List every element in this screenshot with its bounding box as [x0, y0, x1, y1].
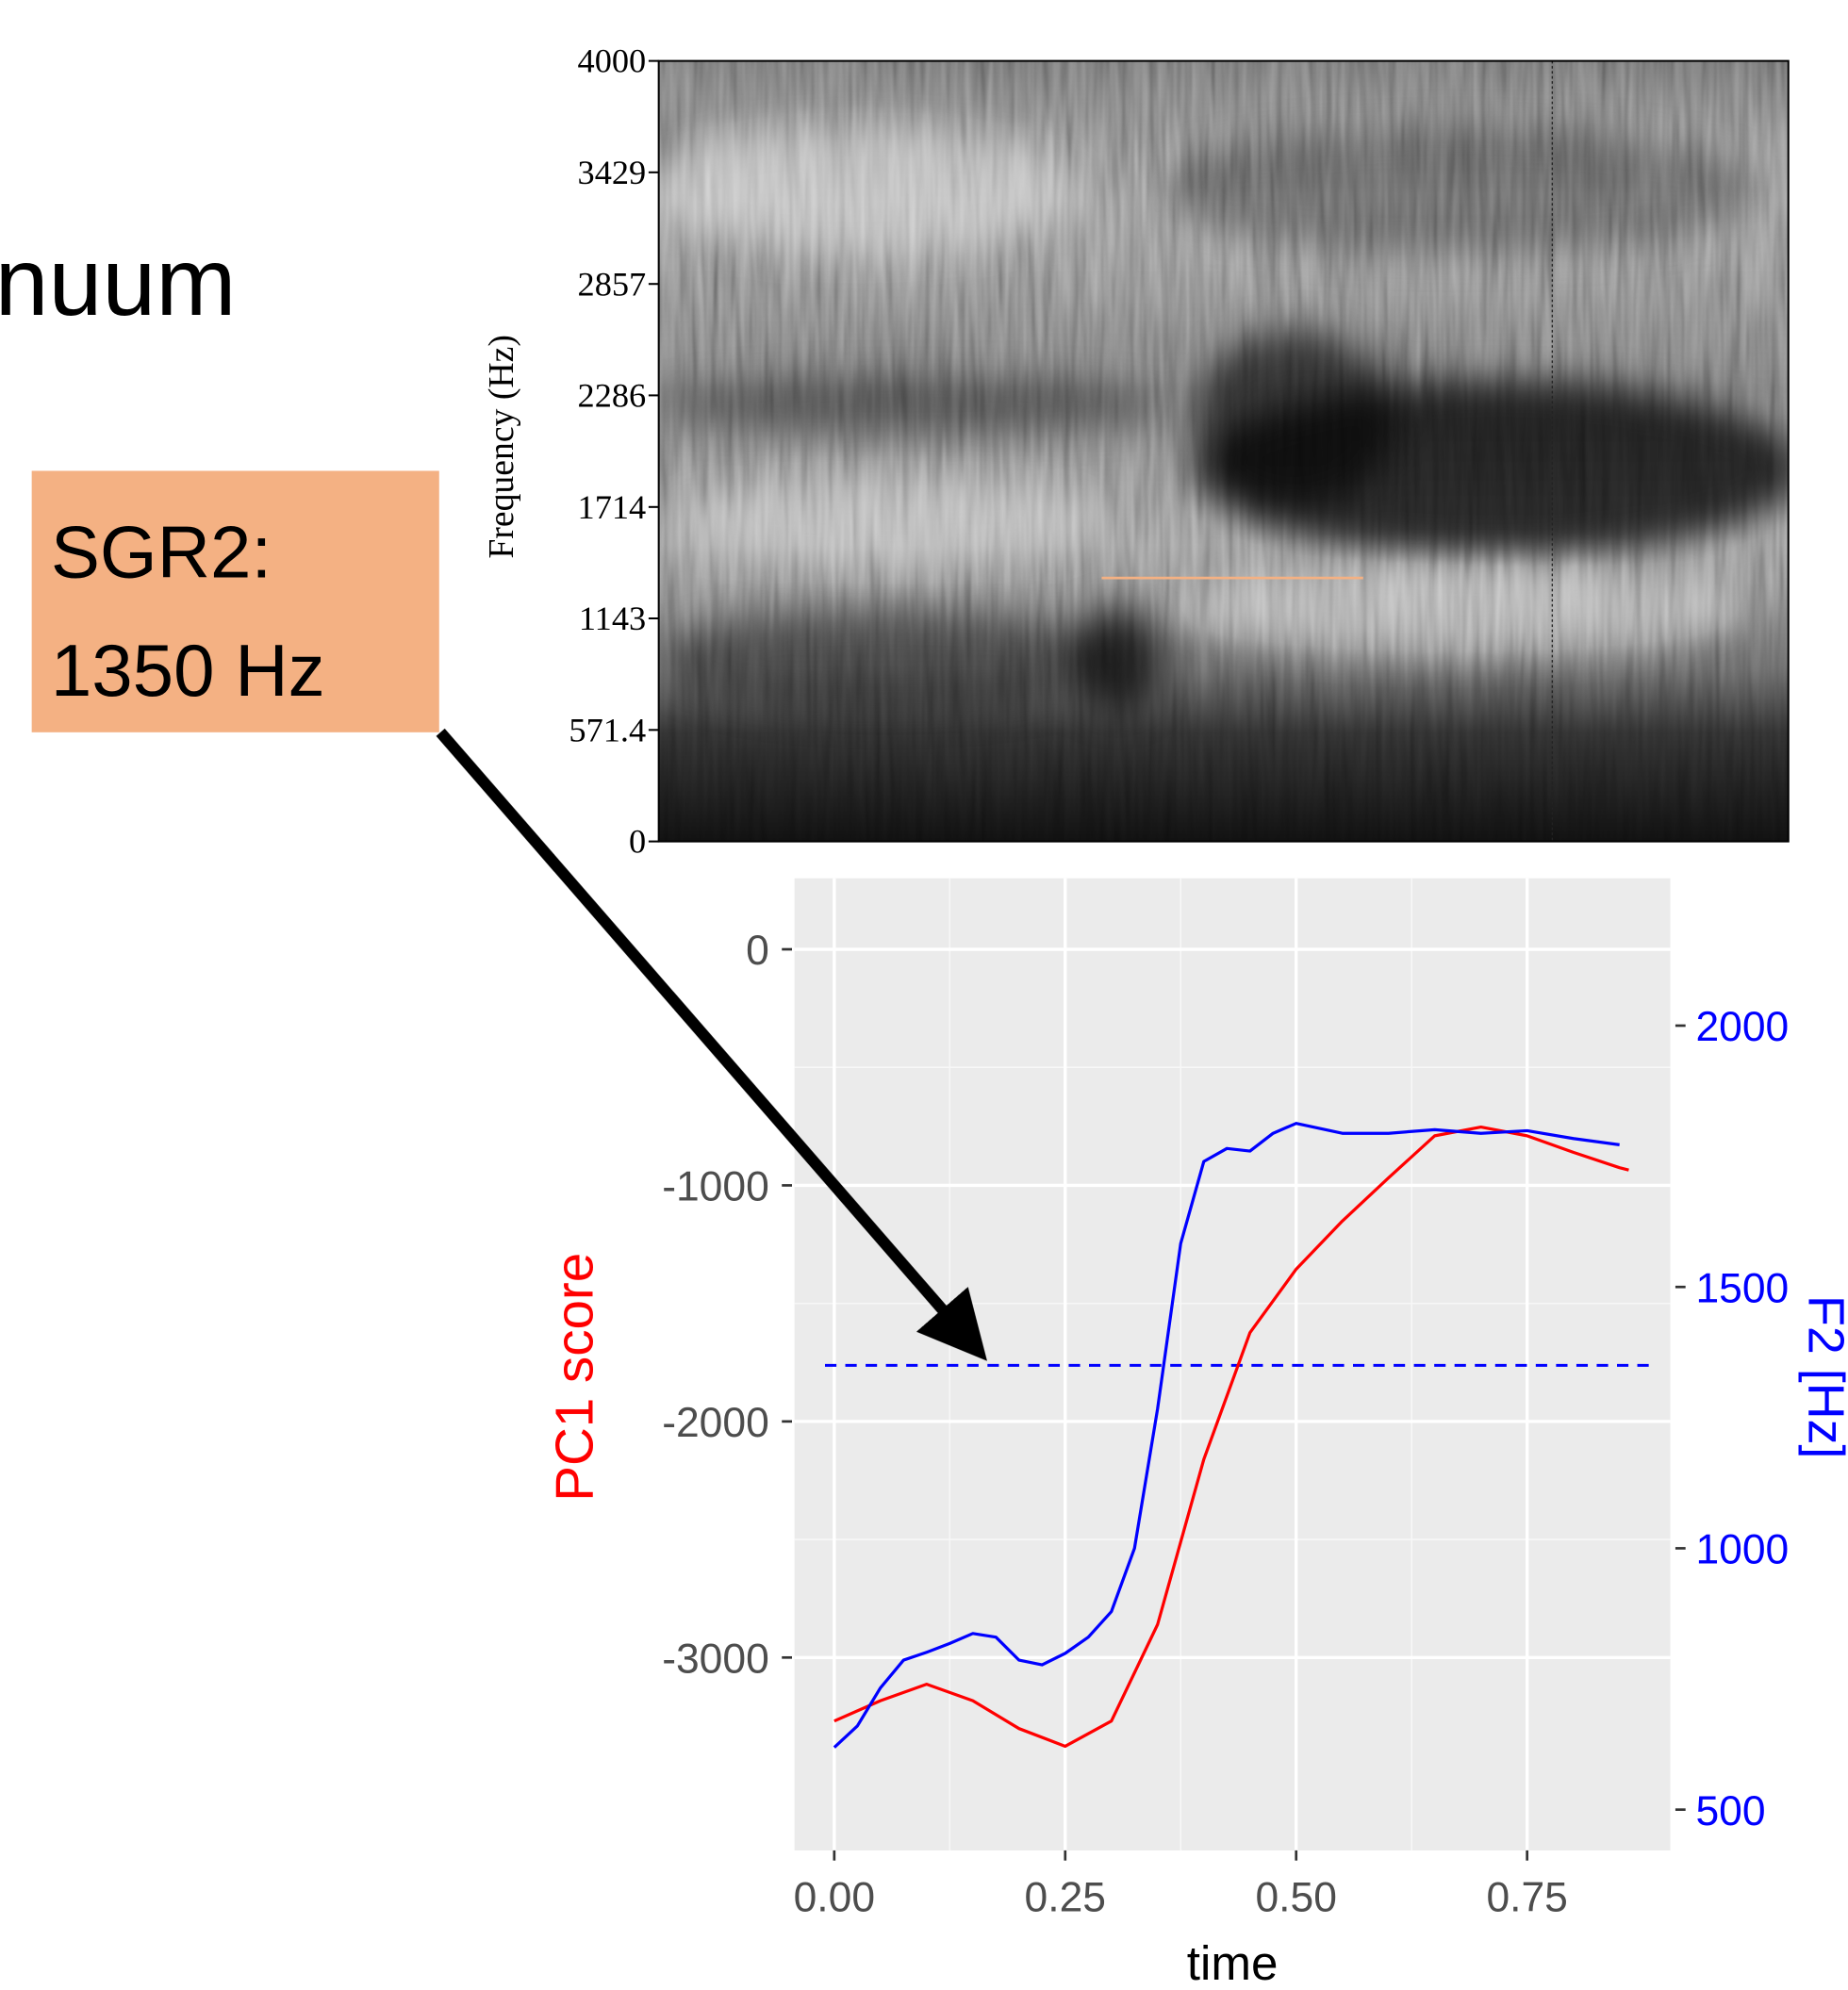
x-tick-label: 0.50	[1256, 1875, 1337, 1921]
y-tick-label: -1000	[662, 1164, 769, 1210]
y-tick-label: 571.4	[569, 711, 646, 748]
y-tick-label: 1143	[579, 600, 646, 637]
series-line	[833, 1122, 1620, 1749]
y-axis-label: Frequency (Hz)	[482, 335, 521, 559]
y2-tick-label: 2000	[1695, 1004, 1789, 1050]
y-tick-label: 2857	[578, 265, 647, 303]
y2-tick-label: 500	[1695, 1788, 1765, 1834]
y-tick-label: -3000	[662, 1636, 769, 1682]
series-line	[833, 1125, 1629, 1749]
y2-tick-label: 1500	[1695, 1265, 1789, 1311]
y-tick-label: 0	[629, 823, 646, 861]
y-tick-label: 0	[746, 928, 769, 974]
slide-title-fragment: nuum	[0, 227, 237, 336]
y2-axis-label: F2 [Hz]	[1797, 1295, 1848, 1458]
callout-box	[31, 470, 439, 732]
x-tick-label: 0.00	[794, 1875, 875, 1921]
y-tick-label: -2000	[662, 1400, 769, 1446]
x-tick-label: 0.75	[1486, 1875, 1567, 1921]
y-axis-label: PC1 score	[545, 1253, 604, 1502]
callout-line: SGR2:	[51, 511, 272, 594]
spectrogram-image	[658, 60, 1789, 842]
callout-line: 1350 Hz	[51, 629, 325, 712]
line-chart: 0.00 0.25 0.50 0.75 0 -1000 -2000 -3000 500 1000 1…	[545, 878, 1848, 1990]
spectrogram: Frequency (Hz) 0 571.4 1143 1714 2286 2857 342…	[482, 42, 1790, 861]
y-tick-label: 1714	[578, 488, 647, 526]
y-tick-label: 4000	[578, 42, 647, 80]
x-tick-label: 0.25	[1025, 1875, 1106, 1921]
y-tick-label: 2286	[578, 377, 647, 415]
y-tick-label: 3429	[578, 154, 647, 191]
x-axis-label: time	[1187, 1936, 1279, 1990]
spectrogram-frame	[657, 59, 1790, 843]
arrow	[436, 728, 987, 1361]
y2-tick-label: 1000	[1695, 1527, 1789, 1573]
